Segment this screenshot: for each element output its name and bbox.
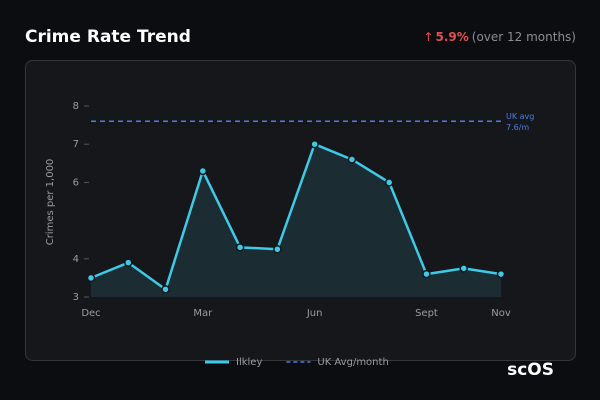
reference-annotation: UK avg — [506, 112, 534, 121]
point — [198, 166, 208, 176]
y-tick-label: 7 — [73, 139, 79, 150]
y-tick-label: 4 — [73, 254, 79, 265]
x-tick-label: Jun — [306, 308, 323, 319]
reference-annotation: 7.6/m — [506, 123, 529, 132]
change-value: 5.9% — [435, 30, 468, 44]
x-tick-label: Sept — [415, 308, 438, 319]
area — [91, 144, 501, 297]
point — [384, 178, 394, 187]
point — [347, 155, 357, 164]
x-tick-label: Nov — [491, 308, 511, 319]
legend-label: UK Avg/month — [317, 357, 388, 368]
point — [124, 258, 133, 267]
y-axis-label: Crimes per 1,000 — [45, 159, 56, 246]
point — [496, 269, 506, 279]
point — [459, 264, 468, 273]
point — [422, 269, 431, 279]
y-tick-label: 6 — [73, 177, 79, 188]
point — [273, 245, 282, 254]
chart-title: Crime Rate Trend — [25, 27, 191, 47]
point — [310, 139, 319, 149]
point — [86, 273, 96, 283]
change-note: (over 12 months) — [472, 30, 576, 44]
x-tick-label: Dec — [81, 308, 100, 319]
x-tick-label: Mar — [193, 308, 213, 319]
change-arrow: ↑ — [423, 30, 433, 44]
y-tick-label: 8 — [73, 101, 79, 112]
change-summary: ↑ 5.9% (over 12 months) — [423, 30, 576, 44]
y-tick-label: 3 — [73, 292, 79, 303]
point — [161, 285, 170, 294]
chart-panel — [25, 60, 576, 361]
logo: scOS — [507, 360, 554, 380]
point — [235, 243, 245, 252]
series-line — [90, 142, 502, 291]
legend-label: Ilkley — [236, 357, 262, 368]
